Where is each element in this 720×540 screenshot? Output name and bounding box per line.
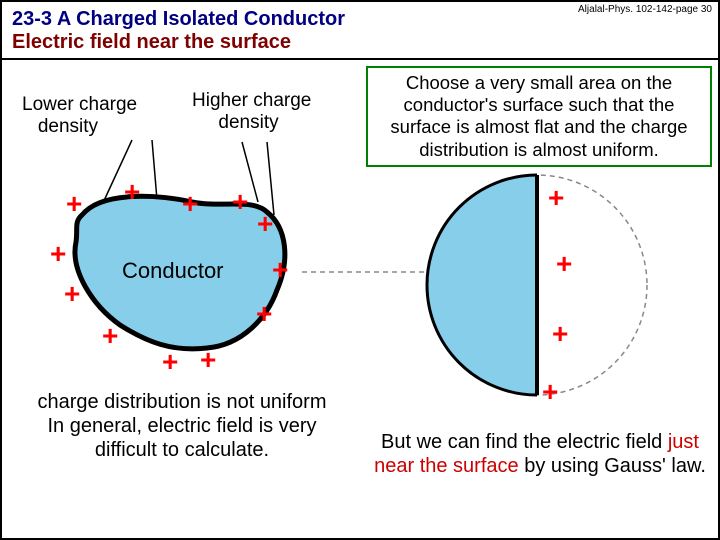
charge-plus: + — [552, 320, 568, 348]
content-area: Lower charge density Higher charge densi… — [2, 60, 718, 534]
instruction-box: Choose a very small area on the conducto… — [366, 66, 712, 167]
right-bottom-plain2: by using Gauss' law. — [519, 455, 706, 477]
right-column: Choose a very small area on the conducto… — [362, 60, 718, 534]
zoom-circle — [362, 170, 718, 420]
subtitle: Electric field near the surface — [12, 31, 708, 54]
charge-plus: + — [556, 250, 572, 278]
right-bottom-text: But we can find the electric field just … — [366, 430, 714, 478]
charge-plus: + — [548, 184, 564, 212]
charge-plus: + — [542, 378, 558, 406]
page-meta: Aljalal-Phys. 102-142-page 30 — [578, 4, 712, 15]
right-bottom-plain1: But we can find the electric field — [381, 431, 668, 453]
